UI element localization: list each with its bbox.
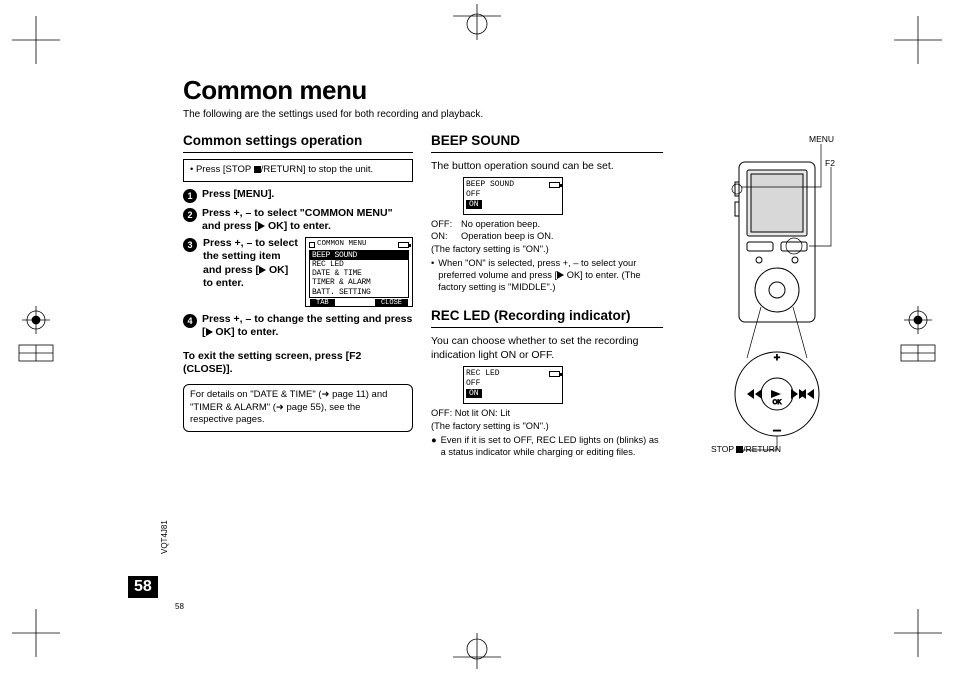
step-4-text: Press +, – to change the setting and pre… bbox=[202, 313, 413, 339]
reference-box: For details on "DATE & TIME" (➜ page 11)… bbox=[183, 384, 413, 432]
bullet-icon: • bbox=[431, 257, 434, 293]
heading-beep: BEEP SOUND bbox=[431, 132, 663, 153]
step-2-text: Press +, – to select "COMMON MENU" and p… bbox=[202, 207, 413, 233]
beep-bullet: • When "ON" is selected, press +, – to s… bbox=[431, 257, 663, 293]
step-3-text: Press +, – to select the setting item an… bbox=[203, 237, 299, 290]
step-number-1: 1 bbox=[183, 189, 197, 203]
beep-body: The button operation sound can be set. bbox=[431, 159, 663, 173]
heading-recled: REC LED (Recording indicator) bbox=[431, 307, 663, 328]
lcd-footer-left: TAB bbox=[310, 299, 335, 307]
beep-off-key: OFF: bbox=[431, 218, 461, 230]
callout-stop-post: /RETURN bbox=[743, 444, 781, 454]
recled-body: You can choose whether to set the record… bbox=[431, 334, 663, 362]
recled-bullet: ● Even if it is set to OFF, REC LED ligh… bbox=[431, 434, 663, 458]
step-2b: OK] to enter. bbox=[265, 220, 331, 232]
recled-bullet-text: Even if it is set to OFF, REC LED lights… bbox=[441, 434, 663, 458]
lcd-recled: REC LED OFF ON bbox=[463, 366, 563, 404]
step-number-2: 2 bbox=[183, 208, 197, 222]
page-number-tab: 58 bbox=[128, 576, 158, 598]
columns: Common settings operation • Press [STOP … bbox=[183, 132, 883, 458]
col-device: + – OK bbox=[681, 132, 856, 458]
lcd-beep-off: OFF bbox=[466, 190, 560, 200]
lcd-item-4: BATT. SETTING bbox=[310, 288, 408, 297]
lcd-footer: TAB CLOSE bbox=[308, 298, 410, 307]
lcd-common-menu: COMMON MENU BEEP SOUND REC LED DATE & TI… bbox=[305, 237, 413, 307]
svg-text:+: + bbox=[774, 352, 780, 364]
device-illustration: + – OK bbox=[681, 132, 851, 452]
step-2: 2 Press +, – to select "COMMON MENU" and… bbox=[183, 207, 413, 233]
step-number-3: 3 bbox=[183, 238, 197, 252]
lcd-footer-right: CLOSE bbox=[375, 299, 408, 307]
battery-icon bbox=[549, 371, 560, 377]
play-icon bbox=[259, 266, 266, 274]
recled-offon: OFF: Not lit ON: Lit bbox=[431, 407, 663, 419]
lcd-recled-on: ON bbox=[466, 389, 482, 399]
step-3: 3 Press +, – to select the setting item … bbox=[183, 237, 413, 307]
lcd-beep-on: ON bbox=[466, 200, 482, 210]
lcd-item-1: REC LED bbox=[310, 260, 408, 269]
stop-icon bbox=[254, 166, 261, 173]
lcd-title: COMMON MENU bbox=[317, 240, 367, 249]
beep-on-key: ON: bbox=[431, 230, 461, 242]
lcd-recled-title: REC LED bbox=[466, 369, 500, 379]
step-1-text: Press [MENU]. bbox=[202, 188, 274, 203]
step-number-4: 4 bbox=[183, 314, 197, 328]
step-4: 4 Press +, – to change the setting and p… bbox=[183, 313, 413, 339]
recled-factory: (The factory setting is "ON".) bbox=[431, 420, 663, 432]
beep-off-row: OFF:No operation beep. bbox=[431, 218, 663, 230]
device-svg: + – OK bbox=[681, 132, 856, 462]
page-intro: The following are the settings used for … bbox=[183, 109, 883, 120]
step-4b: OK] to enter. bbox=[213, 326, 279, 338]
lcd-tab-icon bbox=[309, 242, 315, 248]
callout-menu: MENU bbox=[809, 134, 834, 145]
battery-icon bbox=[398, 242, 409, 248]
callout-f2: F2 bbox=[825, 158, 835, 169]
stop-note-pre: Press [STOP bbox=[196, 164, 254, 175]
callout-stop: STOP /RETURN bbox=[711, 444, 781, 455]
lcd-item-0: BEEP SOUND bbox=[310, 251, 408, 260]
callout-stop-pre: STOP bbox=[711, 444, 736, 454]
page-content: Common menu The following are the settin… bbox=[183, 75, 883, 600]
lcd-beep: BEEP SOUND OFF ON bbox=[463, 177, 563, 215]
stop-note-post: /RETURN] to stop the unit. bbox=[261, 164, 373, 175]
bullet-icon: ● bbox=[431, 434, 437, 458]
col-common-settings: Common settings operation • Press [STOP … bbox=[183, 132, 413, 458]
beep-on-row: ON:Operation beep is ON. bbox=[431, 230, 663, 242]
exit-note: To exit the setting screen, press [F2 (C… bbox=[183, 350, 413, 376]
svg-text:OK: OK bbox=[773, 400, 782, 406]
lcd-recled-off: OFF bbox=[466, 379, 560, 389]
play-icon bbox=[206, 328, 213, 336]
beep-on-val: Operation beep is ON. bbox=[461, 230, 663, 242]
beep-factory: (The factory setting is "ON".) bbox=[431, 243, 663, 255]
lcd-list: BEEP SOUND REC LED DATE & TIME TIMER & A… bbox=[309, 250, 409, 298]
lcd-item-3: TIMER & ALARM bbox=[310, 278, 408, 287]
step-1: 1 Press [MENU]. bbox=[183, 188, 413, 203]
play-icon bbox=[258, 222, 265, 230]
page-number-small: 58 bbox=[175, 602, 184, 611]
battery-icon bbox=[549, 182, 560, 188]
svg-text:–: – bbox=[773, 422, 781, 437]
stop-note-box: • Press [STOP /RETURN] to stop the unit. bbox=[183, 159, 413, 182]
heading-common-settings: Common settings operation bbox=[183, 132, 413, 153]
side-code: VQT4J81 bbox=[160, 520, 169, 554]
page-title: Common menu bbox=[183, 75, 883, 106]
lcd-title-row: COMMON MENU bbox=[308, 240, 410, 250]
lcd-beep-title: BEEP SOUND bbox=[466, 180, 514, 190]
col-beep-recled: BEEP SOUND The button operation sound ca… bbox=[431, 132, 663, 458]
lcd-item-2: DATE & TIME bbox=[310, 269, 408, 278]
beep-off-val: No operation beep. bbox=[461, 218, 663, 230]
